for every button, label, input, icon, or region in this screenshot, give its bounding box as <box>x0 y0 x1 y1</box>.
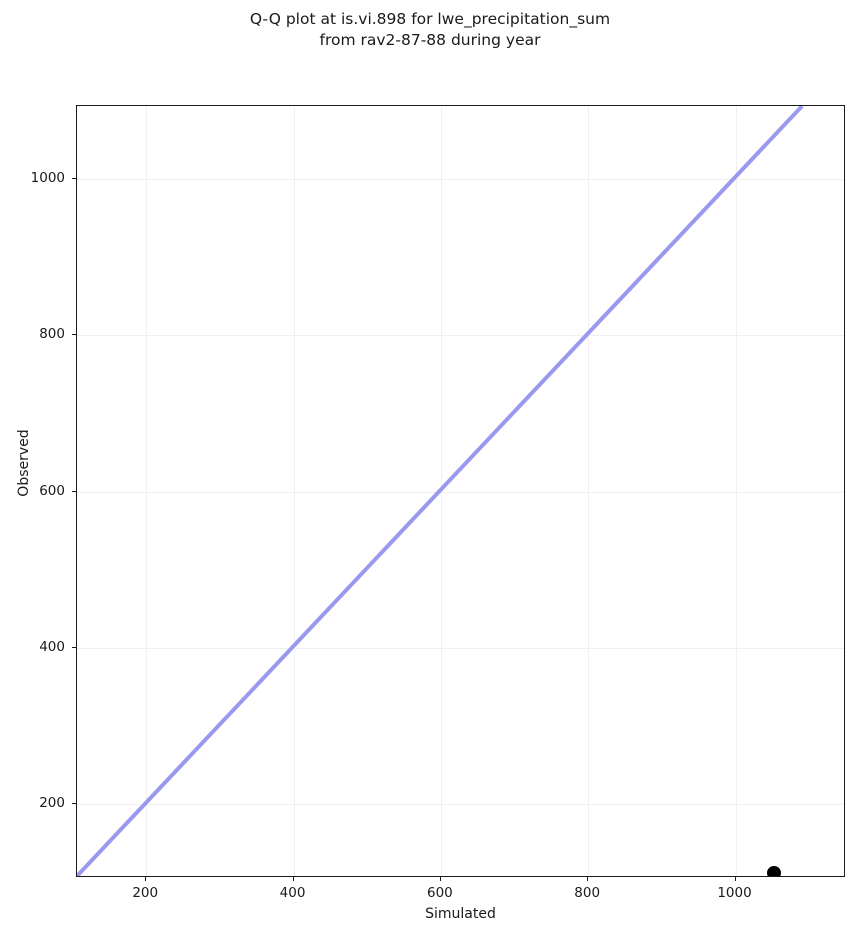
y-tick <box>72 177 76 179</box>
y-tick-label: 200 <box>39 795 65 812</box>
gridline-vertical <box>293 106 295 876</box>
gridline-vertical <box>146 106 148 876</box>
x-tick <box>292 877 294 881</box>
one-to-one-reference-line <box>77 106 804 876</box>
y-tick <box>72 334 76 336</box>
x-tick <box>587 877 589 881</box>
gridline-horizontal <box>77 491 844 493</box>
gridline-horizontal <box>77 178 844 180</box>
x-tick-label: 600 <box>426 885 453 901</box>
x-tick-label: 200 <box>132 885 159 901</box>
chart-title: Q-Q plot at is.vi.898 for lwe_precipitat… <box>249 10 611 49</box>
y-tick-label: 800 <box>39 326 65 343</box>
y-tick-label: 600 <box>39 482 65 499</box>
gridline-vertical <box>735 106 737 876</box>
y-tick-label: 1000 <box>30 169 65 186</box>
y-tick <box>72 647 76 649</box>
y-tick <box>72 803 76 805</box>
gridline-horizontal <box>77 648 844 650</box>
x-tick <box>439 877 441 881</box>
gridline-horizontal <box>77 804 844 806</box>
gridline-vertical <box>588 106 590 876</box>
x-tick <box>145 877 147 881</box>
y-tick-label: 400 <box>39 639 65 656</box>
x-tick-label: 800 <box>574 885 601 901</box>
gridline-horizontal <box>77 335 844 337</box>
x-axis-label: Simulated <box>425 906 496 922</box>
y-axis-label: Observed <box>16 429 32 497</box>
y-tick <box>72 490 76 492</box>
x-tick-label: 1000 <box>717 885 752 901</box>
x-tick-label: 400 <box>279 885 306 901</box>
x-tick <box>734 877 736 881</box>
plot-area <box>76 105 845 877</box>
data-point <box>766 865 781 876</box>
